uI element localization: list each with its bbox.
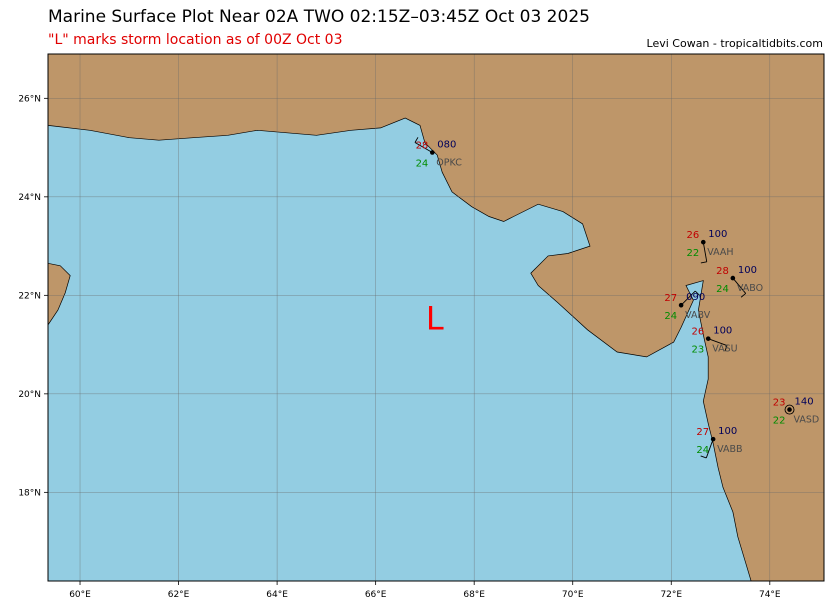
temperature-value: 26 (691, 327, 704, 338)
wind-barb-flag (694, 290, 700, 296)
x-tick-label: 74°E (759, 590, 781, 600)
dewpoint-value: 24 (664, 311, 677, 322)
y-tick-label: 26°N (18, 94, 41, 104)
station-id: VABV (685, 310, 711, 321)
temperature-value: 23 (773, 398, 786, 409)
station-dot (705, 336, 711, 341)
wind-barb (732, 277, 747, 294)
station-vaah: 26 22 100 VAAH (687, 229, 734, 264)
station-dot (787, 407, 792, 412)
wind-barb-flag (724, 345, 728, 352)
station-id: OPKC (436, 158, 462, 169)
graticule (48, 54, 824, 581)
x-tick-label: 68°E (463, 590, 485, 600)
dewpoint-value: 24 (696, 445, 709, 456)
station-layer: 28 24 080 OPKC 26 22 100 VAAH 28 24 100 VABO 27 24 090… (414, 137, 819, 459)
pressure-value: 100 (718, 426, 737, 437)
wind-barb (680, 290, 696, 306)
temperature-value: 28 (716, 266, 729, 277)
temperature-value: 28 (416, 141, 429, 152)
pressure-value: 100 (713, 326, 732, 337)
station-vabv: 27 24 090 VABV (664, 290, 711, 322)
land-layer (48, 54, 824, 581)
station-dot (678, 302, 684, 308)
station-id: VABB (717, 444, 742, 455)
station-opkc: 28 24 080 OPKC (414, 137, 462, 170)
pressure-value: 140 (795, 397, 814, 408)
temperature-value: 26 (687, 230, 700, 241)
y-tick-label: 18°N (18, 488, 41, 498)
y-tick-label: 24°N (18, 193, 41, 203)
page-subtitle: "L" marks storm location as of 00Z Oct 0… (48, 32, 343, 48)
station-vasu: 26 23 100 VASU (691, 326, 737, 356)
station-vasd: 23 22 140 VASD (773, 397, 819, 427)
storm-location-marker: L (426, 300, 444, 338)
x-tick-label: 72°E (660, 590, 682, 600)
landmass-0 (48, 54, 824, 581)
wind-barb (702, 242, 708, 262)
station-dot (430, 150, 435, 155)
station-id: VASU (712, 344, 737, 355)
calm-wind-ring (784, 404, 795, 415)
dewpoint-value: 24 (416, 159, 429, 170)
dewpoint-value: 23 (691, 345, 704, 356)
y-tick-label: 22°N (18, 291, 41, 301)
station-id: VAAH (707, 247, 733, 258)
station-dot (710, 436, 716, 442)
storm-layer: L (426, 300, 444, 338)
wind-barb-flag (414, 137, 419, 143)
station-dot (700, 239, 706, 245)
wind-barb-flag (700, 455, 707, 459)
landmass-1 (48, 262, 71, 326)
wind-barb (708, 338, 728, 346)
map-frame (47, 53, 825, 582)
x-tick-label: 60°E (69, 590, 91, 600)
dewpoint-value: 24 (716, 284, 729, 295)
station-id: VABO (737, 283, 763, 294)
pressure-value: 100 (708, 229, 727, 240)
x-tick-label: 70°E (562, 590, 584, 600)
x-tick-label: 64°E (266, 590, 288, 600)
pressure-value: 090 (686, 292, 705, 303)
wind-barb-flag (700, 261, 707, 264)
pressure-value: 100 (738, 265, 757, 276)
x-tick-label: 66°E (365, 590, 387, 600)
temperature-value: 27 (696, 427, 709, 438)
axis-ticks: 60°E 62°E 64°E 66°E 68°E 70°E 72°E 74°E 18°N 20°N… (18, 94, 781, 600)
wind-barb-flag (740, 293, 746, 298)
temperature-value: 27 (664, 293, 677, 304)
wind-barb (414, 142, 433, 153)
page-title: Marine Surface Plot Near 02A TWO 02:15Z–… (48, 7, 590, 27)
y-tick-label: 20°N (18, 390, 41, 400)
station-vabb: 27 24 100 VABB (696, 426, 743, 459)
dewpoint-value: 22 (687, 248, 700, 259)
dewpoint-value: 22 (773, 416, 786, 427)
station-dot (730, 275, 736, 281)
credit-text: Levi Cowan - tropicaltidbits.com (646, 37, 823, 50)
station-vabo: 28 24 100 VABO (716, 265, 763, 298)
x-tick-label: 62°E (168, 590, 190, 600)
station-id: VASD (794, 415, 820, 426)
wind-barb (705, 438, 714, 459)
pressure-value: 080 (437, 140, 456, 151)
